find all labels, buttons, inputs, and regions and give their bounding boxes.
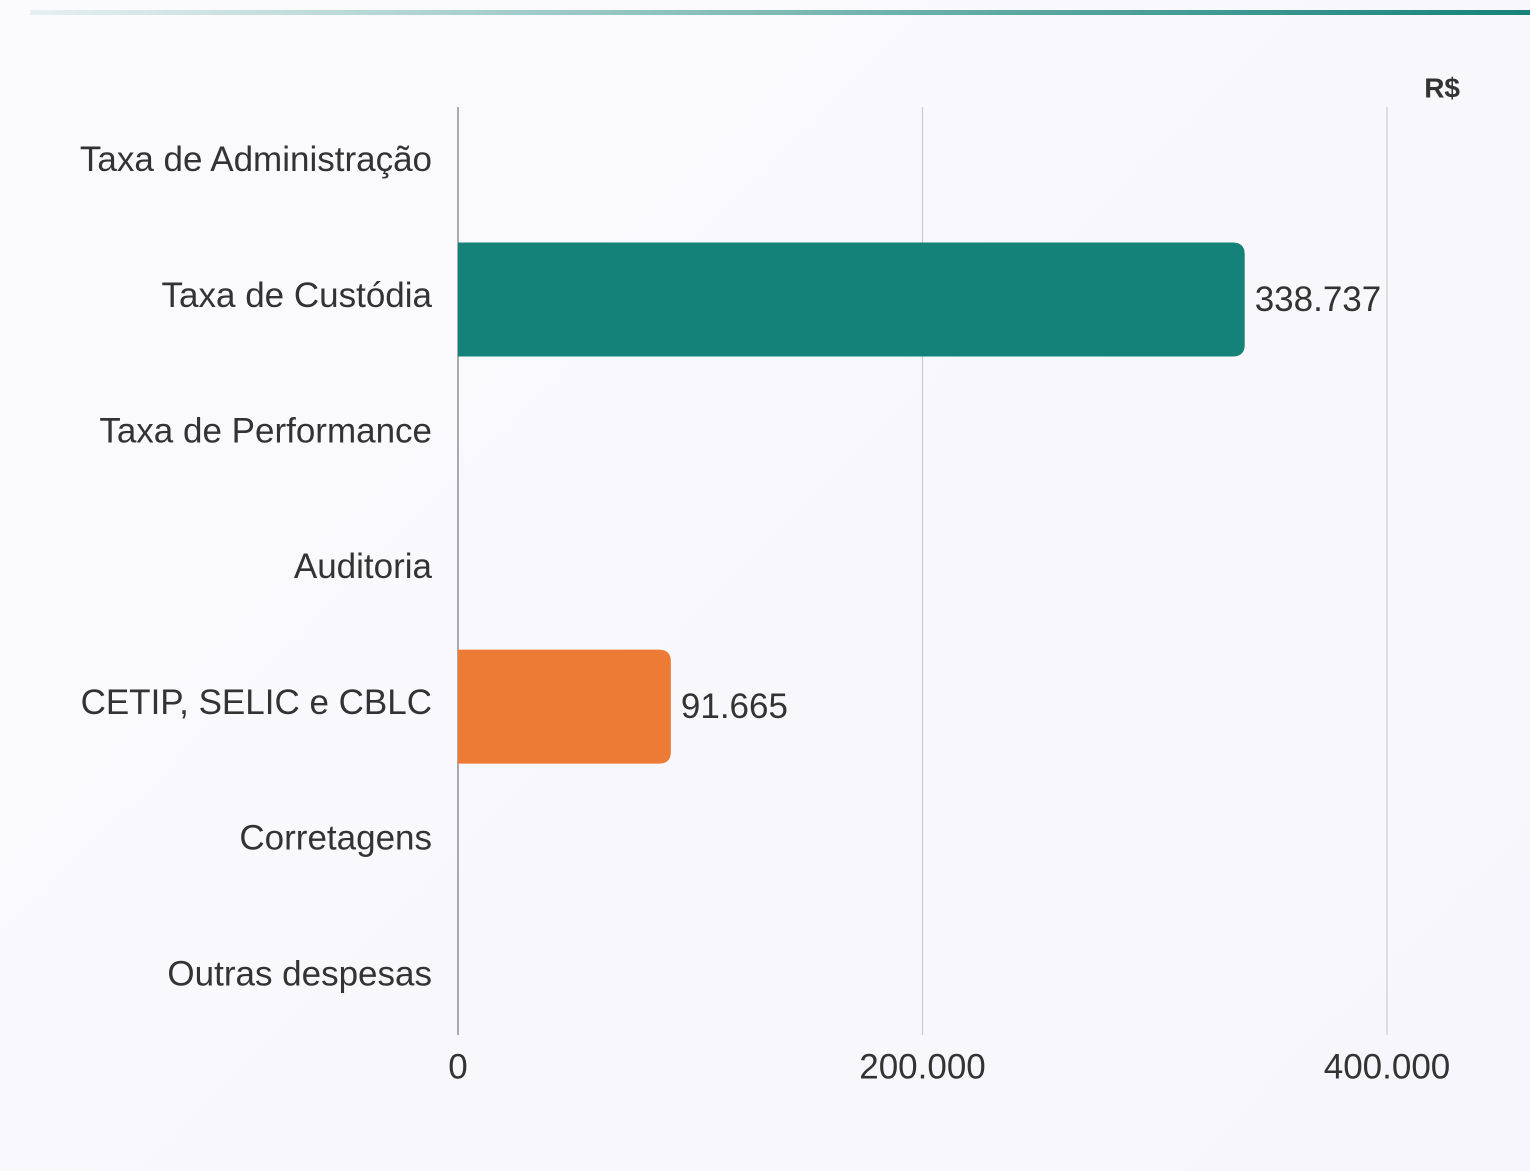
y-tick-label: Auditoria [294, 547, 433, 586]
value-label: 338.737 [1255, 280, 1382, 319]
y-tick-label: Corretagens [239, 819, 432, 858]
x-tick-label: 400.000 [1324, 1047, 1451, 1086]
x-tick-label: 200.000 [859, 1047, 986, 1086]
y-tick-label: Taxa de Performance [99, 412, 432, 451]
top-accent [30, 10, 1530, 15]
bar [458, 242, 1245, 357]
y-tick-label: Outras despesas [167, 954, 432, 993]
y-tick-label: Taxa de Administração [80, 140, 432, 179]
unit-label: R$ [1424, 72, 1460, 103]
y-tick-label: Taxa de Custódia [162, 276, 433, 315]
bar [458, 649, 671, 764]
value-label: 91.665 [681, 687, 788, 726]
x-tick-label: 0 [448, 1047, 467, 1086]
y-tick-label: CETIP, SELIC e CBLC [81, 683, 432, 722]
